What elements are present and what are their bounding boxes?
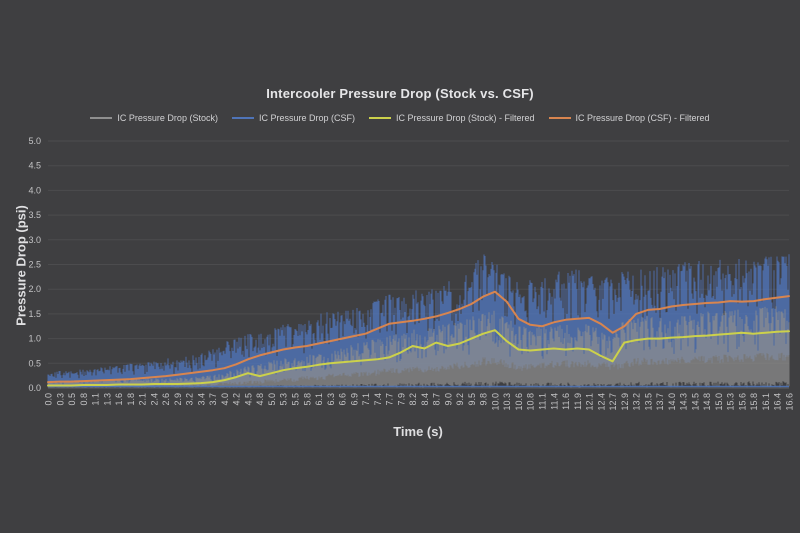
x-tick-label: 14.8 bbox=[702, 393, 712, 411]
x-tick-label: 16.1 bbox=[761, 393, 771, 411]
x-tick-label: 12.4 bbox=[596, 393, 606, 411]
x-tick-label: 8.4 bbox=[420, 393, 430, 406]
x-tick-label: 5.5 bbox=[291, 393, 301, 406]
x-tick-label: 14.0 bbox=[667, 393, 677, 411]
x-tick-label: 1.8 bbox=[126, 393, 136, 406]
y-tick-label: 2.5 bbox=[28, 260, 41, 270]
y-tick-label: 2.0 bbox=[28, 284, 41, 294]
x-tick-label: 4.0 bbox=[220, 393, 230, 406]
x-tick-label: 6.9 bbox=[349, 393, 359, 406]
x-tick-label: 13.7 bbox=[655, 393, 665, 411]
y-tick-label: 1.5 bbox=[28, 309, 41, 319]
x-tick-label: 1.1 bbox=[91, 393, 101, 406]
x-tick-label: 7.4 bbox=[373, 393, 383, 406]
x-tick-label: 1.6 bbox=[114, 393, 124, 406]
legend-item: IC Pressure Drop (Stock) bbox=[90, 113, 218, 123]
y-tick-label: 3.0 bbox=[28, 235, 41, 245]
x-tick-label: 10.6 bbox=[514, 393, 524, 411]
x-tick-label: 16.6 bbox=[785, 393, 795, 411]
legend-swatch-icon bbox=[231, 117, 254, 119]
x-tick-label: 12.1 bbox=[585, 393, 595, 411]
legend-item: IC Pressure Drop (Stock) - Filtered bbox=[368, 113, 535, 123]
x-tick-label: 7.9 bbox=[396, 393, 406, 406]
filtered-series-csf bbox=[47, 290, 790, 384]
x-tick-label: 7.1 bbox=[361, 393, 371, 406]
x-tick-label: 2.9 bbox=[173, 393, 183, 406]
x-tick-label: 10.8 bbox=[526, 393, 536, 411]
legend-item: IC Pressure Drop (CSF) bbox=[231, 113, 355, 123]
y-tick-label: 0.0 bbox=[28, 383, 41, 393]
y-tick-label: 3.5 bbox=[28, 210, 41, 220]
x-tick-label: 9.0 bbox=[443, 393, 453, 406]
x-tick-label: 3.4 bbox=[196, 393, 206, 406]
x-tick-label: 16.4 bbox=[773, 393, 783, 411]
x-tick-label: 0.3 bbox=[55, 393, 65, 406]
x-tick-label: 7.7 bbox=[385, 393, 395, 406]
legend-swatch-icon bbox=[368, 117, 391, 119]
filtered-series-stock bbox=[47, 329, 790, 387]
x-tick-label: 5.3 bbox=[279, 393, 289, 406]
x-tick-label: 9.2 bbox=[455, 393, 465, 406]
x-tick-label: 5.8 bbox=[302, 393, 312, 406]
legend-label: IC Pressure Drop (CSF) bbox=[258, 113, 355, 123]
x-tick-label: 9.5 bbox=[467, 393, 477, 406]
x-tick-label: 3.7 bbox=[208, 393, 218, 406]
x-tick-label: 0.0 bbox=[44, 393, 54, 406]
legend-label: IC Pressure Drop (CSF) - Filtered bbox=[575, 113, 710, 123]
x-tick-label: 1.3 bbox=[102, 393, 112, 406]
x-tick-label: 14.3 bbox=[679, 393, 689, 411]
x-tick-label: 4.5 bbox=[243, 393, 253, 406]
x-tick-label: 6.6 bbox=[338, 393, 348, 406]
x-tick-label: 0.5 bbox=[67, 393, 77, 406]
x-tick-label: 15.6 bbox=[737, 393, 747, 411]
x-tick-label: 10.3 bbox=[502, 393, 512, 411]
x-tick-label: 11.9 bbox=[573, 393, 583, 410]
x-tick-label: 2.1 bbox=[138, 393, 148, 406]
x-tick-label: 12.9 bbox=[620, 393, 630, 411]
x-tick-label: 6.3 bbox=[326, 393, 336, 406]
legend-label: IC Pressure Drop (Stock) - Filtered bbox=[395, 113, 535, 123]
x-tick-label: 5.0 bbox=[267, 393, 277, 406]
x-tick-label: 15.3 bbox=[726, 393, 736, 411]
y-tick-label: 4.5 bbox=[28, 161, 41, 171]
y-tick-label: 5.0 bbox=[28, 136, 41, 146]
x-tick-label: 12.7 bbox=[608, 393, 618, 411]
x-tick-label: 11.4 bbox=[549, 393, 559, 410]
y-tick-label: 0.5 bbox=[28, 358, 41, 368]
chart-title: Intercooler Pressure Drop (Stock vs. CSF… bbox=[266, 86, 534, 101]
x-tick-label: 8.7 bbox=[432, 393, 442, 406]
x-tick-label: 10.0 bbox=[490, 393, 500, 411]
y-tick-label: 1.0 bbox=[28, 334, 41, 344]
legend-item: IC Pressure Drop (CSF) - Filtered bbox=[548, 113, 710, 123]
x-tick-label: 15.8 bbox=[749, 393, 759, 411]
x-tick-label: 11.6 bbox=[561, 393, 571, 410]
x-tick-label: 13.2 bbox=[632, 393, 642, 411]
x-tick-label: 15.0 bbox=[714, 393, 724, 411]
x-tick-label: 11.1 bbox=[538, 393, 548, 410]
x-tick-label: 2.6 bbox=[161, 393, 171, 406]
x-axis-title: Time (s) bbox=[393, 424, 443, 439]
y-tick-label: 4.0 bbox=[28, 185, 41, 195]
x-tick-label: 2.4 bbox=[149, 393, 159, 406]
x-tick-label: 4.8 bbox=[255, 393, 265, 406]
x-tick-label: 8.2 bbox=[408, 393, 418, 406]
x-tick-label: 0.8 bbox=[79, 393, 89, 406]
x-tick-label: 14.5 bbox=[690, 393, 700, 411]
chart-legend: IC Pressure Drop (Stock) IC Pressure Drop… bbox=[0, 113, 800, 123]
x-tick-label: 4.2 bbox=[232, 393, 242, 406]
legend-label: IC Pressure Drop (Stock) bbox=[117, 113, 218, 123]
legend-swatch-icon bbox=[548, 117, 571, 119]
x-tick-label: 3.2 bbox=[185, 393, 195, 406]
x-tick-label: 6.1 bbox=[314, 393, 324, 406]
x-tick-label: 9.8 bbox=[479, 393, 489, 406]
x-tick-label: 13.5 bbox=[643, 393, 653, 411]
legend-swatch-icon bbox=[90, 117, 113, 119]
